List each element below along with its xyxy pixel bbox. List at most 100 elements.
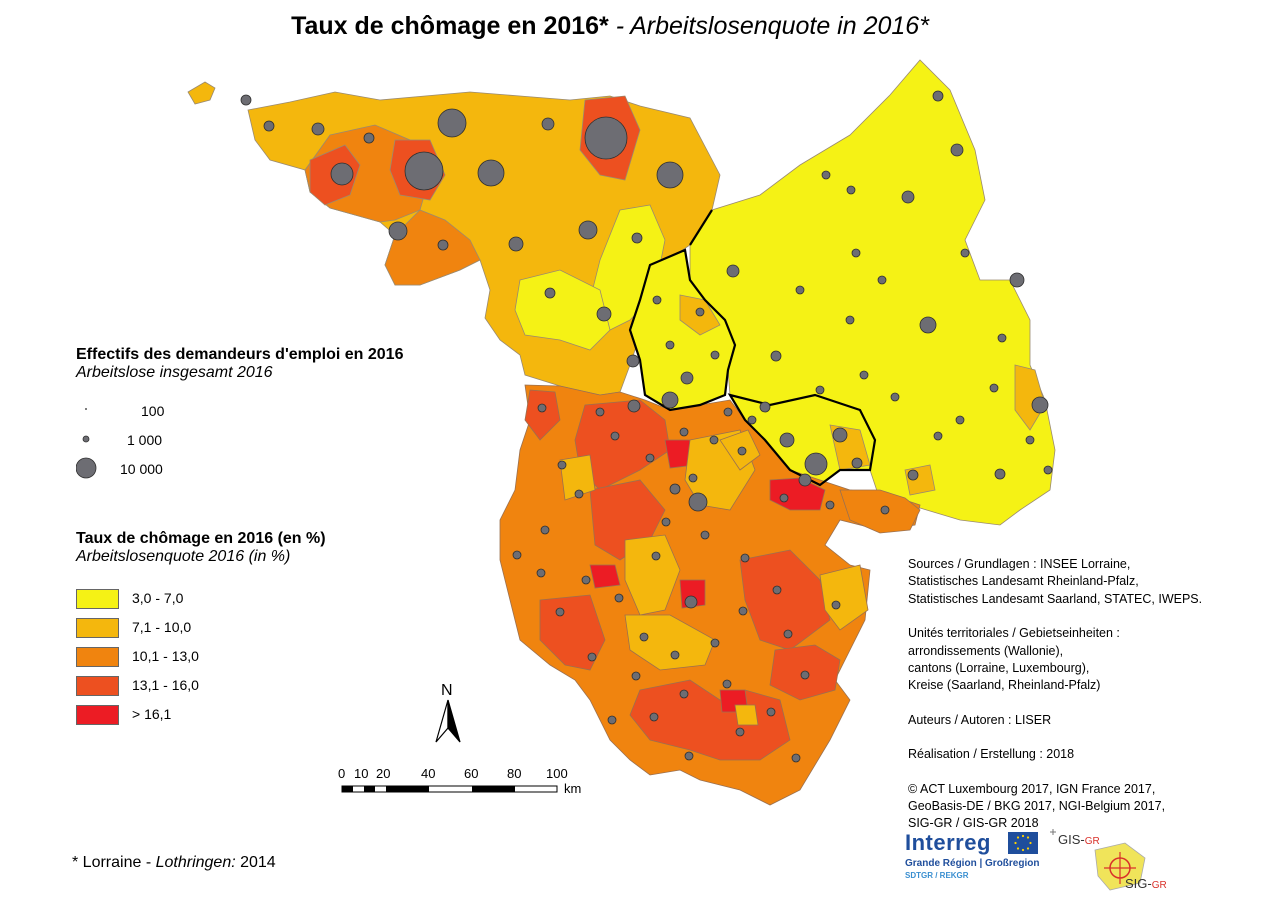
lorraine-orange-4: [624, 614, 716, 671]
credits-sources: Sources / Grundlagen : INSEE Lorraine, S…: [908, 556, 1202, 608]
bubble: [815, 385, 825, 395]
legend-swatch-1: [76, 618, 119, 638]
legend-circles: Effectifs des demandeurs d'emploi en 201…: [76, 346, 456, 486]
credits-line: cantons (Lorraine, Luxembourg),: [908, 661, 1090, 676]
north-arrow-left: [435, 699, 449, 743]
map-title: Taux de chômage en 2016* - Arbeitslosenq…: [0, 12, 1220, 41]
credits-line: Statistisches Landesamt Rheinland-Pfalz,: [908, 574, 1139, 589]
scale-seg: [386, 786, 429, 792]
bubble: [932, 90, 944, 102]
bubble: [595, 407, 605, 417]
bubble: [783, 629, 793, 639]
bubble: [1043, 465, 1053, 475]
bubble: [240, 94, 252, 106]
bubble: [557, 460, 567, 470]
bubble: [679, 689, 689, 699]
interreg-wordmark: Interreg: [905, 830, 991, 855]
credits-line: Unités territoriales / Gebietseinheiten …: [908, 626, 1120, 641]
bubble: [626, 354, 640, 368]
sig-gr-label: SIG-GR: [1125, 876, 1167, 891]
bubble: [1009, 272, 1025, 288]
north-label: N: [441, 682, 453, 699]
scale-unit: km: [564, 781, 581, 796]
bubble: [477, 159, 505, 187]
scale-tick: 40: [421, 766, 435, 781]
bubble: [880, 505, 890, 515]
scale-tick: 100: [546, 766, 568, 781]
bubble: [587, 652, 597, 662]
legend-swatch-3: [76, 676, 119, 696]
bubble: [1031, 396, 1049, 414]
bubble: [950, 143, 964, 157]
bubble: [901, 190, 915, 204]
lorraine-red-west: [524, 389, 561, 441]
scale-tick: 0: [338, 766, 345, 781]
credits-line: arrondissements (Wallonie),: [908, 643, 1064, 658]
bubble: [363, 132, 375, 144]
legend-circles-title-fr: Effectifs des demandeurs d'emploi en 201…: [76, 346, 404, 363]
credits-units: Unités territoriales / Gebietseinheiten …: [908, 625, 1202, 695]
legend-circle-1000: [82, 435, 90, 443]
bubble: [512, 550, 522, 560]
interreg-subtitle-2: SDTGR / REKGR: [905, 871, 969, 880]
border-rlp-west: [689, 209, 713, 246]
bubble: [791, 753, 801, 763]
gis-gr-mark-icon: [1050, 829, 1146, 891]
footnote-de: Lothringen:: [155, 854, 236, 871]
lorraine-red-south: [629, 679, 791, 761]
legend-circle-label: 100: [141, 403, 165, 419]
bubble: [804, 452, 828, 476]
bubble: [631, 671, 641, 681]
wallonia-exclave: [187, 81, 216, 105]
north-arrow-right: [447, 699, 461, 743]
bubble: [536, 568, 546, 578]
wallonia-south-orange: [384, 209, 481, 286]
bubble: [631, 232, 643, 244]
bubble: [859, 370, 869, 380]
lorraine-red-north: [574, 399, 671, 491]
credits-realisation: Réalisation / Erstellung : 2018: [908, 746, 1202, 763]
bubble: [508, 236, 524, 252]
scale-seg: [472, 786, 515, 792]
bubble: [537, 403, 547, 413]
credits: Sources / Grundlagen : INSEE Lorraine, S…: [908, 556, 1202, 850]
bubble: [665, 340, 675, 350]
legend-class-label: 10,1 - 13,0: [132, 648, 199, 664]
bubble: [652, 295, 662, 305]
bubble: [766, 707, 776, 717]
bubble: [555, 607, 565, 617]
credits-line: GeoBasis-DE / BKG 2017, NGI-Belgium 2017…: [908, 799, 1166, 814]
lorraine-orange-5: [819, 564, 869, 631]
gis-gr-suffix: GR: [1084, 836, 1100, 847]
bubble: [994, 468, 1006, 480]
bubble: [661, 517, 671, 527]
legend-rates-title-fr: Taux de chômage en 2016 (en %): [76, 530, 326, 547]
legend-class-label: 3,0 - 7,0: [132, 590, 184, 606]
interreg-logo: Interreg Grande Région | Großregion SDTG…: [905, 830, 1040, 890]
bubble: [737, 446, 747, 456]
bubble: [651, 551, 661, 561]
bubble: [695, 307, 705, 317]
eu-flag-icon: [1008, 832, 1038, 854]
bubble: [710, 350, 720, 360]
bubble: [578, 220, 598, 240]
bubble: [851, 457, 863, 469]
bubble: [800, 670, 810, 680]
north-arrow: N: [435, 682, 461, 743]
bubble: [437, 239, 449, 251]
scale-seg: [342, 786, 353, 792]
bubble: [596, 306, 612, 322]
bubble: [330, 162, 354, 186]
bubble: [688, 492, 708, 512]
legend-circles-title-de: Arbeitslose insgesamt 2016: [76, 364, 273, 381]
title-separator: -: [608, 12, 631, 40]
gis-gr-label: GIS-GR: [1058, 832, 1100, 847]
credits-line: Kreise (Saarland, Rheinland-Pfalz): [908, 678, 1101, 693]
lorraine-orange-6: [734, 704, 759, 726]
bubble: [955, 415, 965, 425]
bubble: [311, 122, 325, 136]
scale-tick: 20: [376, 766, 390, 781]
bubble: [404, 151, 444, 191]
legend-rates: Taux de chômage en 2016 (en %) Arbeitslo…: [76, 530, 396, 730]
bubble: [584, 116, 628, 160]
